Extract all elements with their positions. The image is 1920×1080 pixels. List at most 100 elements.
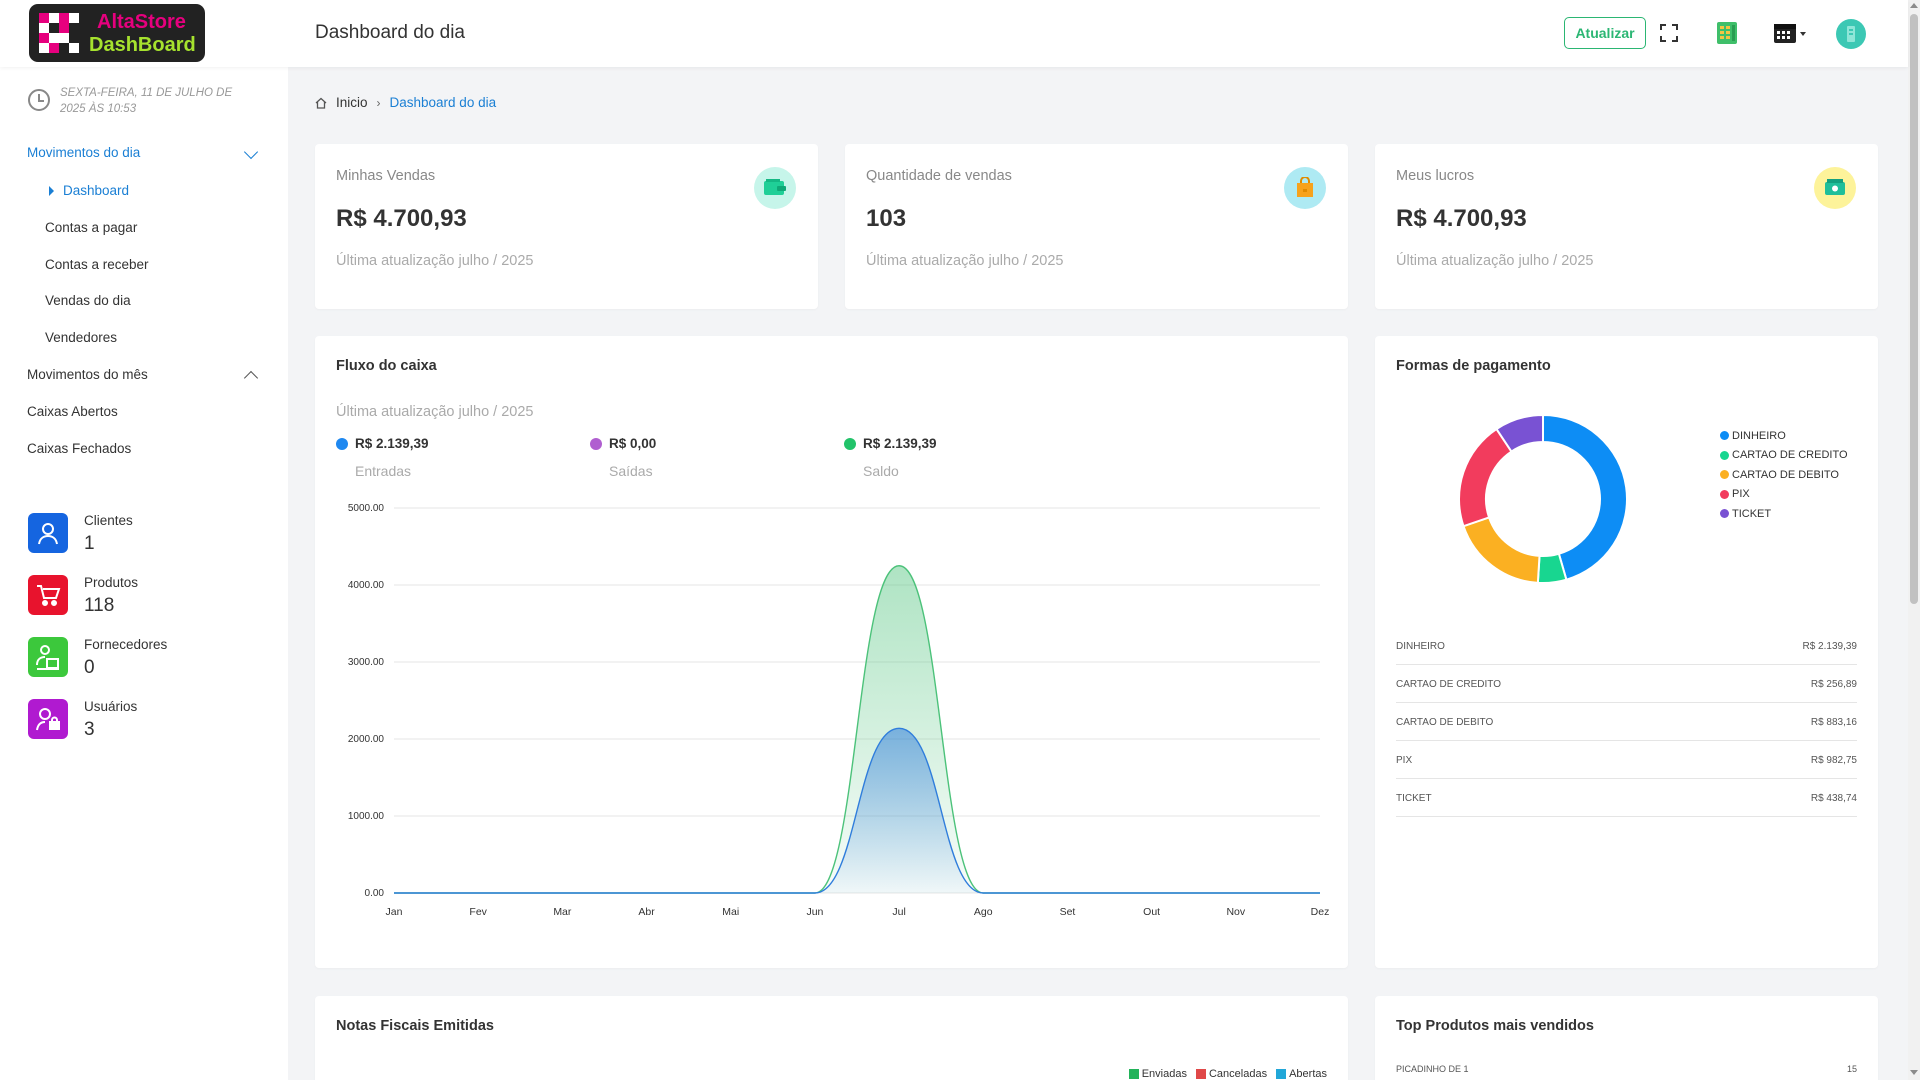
y-tick-label: 5000.00 — [348, 503, 385, 514]
legend-label: TICKET — [1732, 507, 1772, 520]
cart-icon — [28, 575, 68, 615]
calendar-dropdown-icon[interactable] — [1770, 20, 1810, 46]
legend-swatch — [1128, 1069, 1139, 1079]
breadcrumb-home[interactable]: Inicio — [336, 95, 368, 110]
legend-label: Enviadas — [1141, 1068, 1187, 1080]
list-item: PICADINHO DE 1 15 — [1396, 1064, 1857, 1074]
kpi-value: 103 — [866, 205, 907, 232]
legend-item[interactable]: Enviadas — [1128, 1068, 1187, 1080]
nav-item-vendedores[interactable]: Vendedores — [45, 330, 118, 345]
nf-card: Notas Fiscais Emitidas Enviadas Cancelad… — [315, 996, 1348, 1080]
chevron-down-icon[interactable] — [243, 144, 259, 160]
stat-label: Usuários — [84, 699, 138, 714]
donut-slice[interactable] — [1542, 413, 1628, 581]
stat-value: 3 — [84, 719, 95, 740]
home-icon[interactable] — [315, 97, 327, 109]
user-avatar[interactable] — [1836, 19, 1866, 49]
legend-dot — [1720, 431, 1729, 441]
kpi-label: Minhas Vendas — [336, 168, 436, 184]
legend-item[interactable]: CARTAO DE CREDITO — [1720, 446, 1848, 466]
stat-usuarios[interactable]: Usuários 3 — [28, 699, 137, 741]
chevron-up-icon[interactable] — [243, 370, 259, 386]
nav-item-dashboard[interactable]: Dashboard — [63, 183, 130, 198]
payment-value: R$ 256,89 — [1810, 679, 1857, 690]
legend-swatch — [1195, 1069, 1206, 1079]
nav-item-vendas-dia[interactable]: Vendas do dia — [45, 293, 131, 308]
nav-item-caixas-abertos[interactable]: Caixas Abertos — [27, 404, 118, 419]
legend-item[interactable]: CARTAO DE DEBITO — [1720, 465, 1848, 485]
legend-item[interactable]: Canceladas — [1195, 1068, 1267, 1080]
top-header: AltaStore DashBoard Dashboard do dia Atu… — [0, 0, 1908, 67]
top-products-title: Top Produtos mais vendidos — [1396, 1018, 1594, 1034]
scrollbar-thumb[interactable] — [1910, 14, 1918, 604]
nav-item-contas-pagar[interactable]: Contas a pagar — [45, 220, 138, 235]
donut-slice[interactable] — [1458, 427, 1513, 528]
kpi-card-vendas: Minhas Vendas R$ 4.700,93 Última atualiz… — [315, 144, 818, 309]
stat-label: Clientes — [84, 513, 133, 528]
x-tick-label: Dez — [1311, 906, 1330, 918]
payments-legend: DINHEIRO CARTAO DE CREDITO CARTAO DE DEB… — [1720, 426, 1848, 524]
legend-dot — [844, 438, 856, 450]
cashflow-title: Fluxo do caixa — [336, 358, 437, 374]
y-tick-label: 0.00 — [365, 888, 385, 899]
product-qty: 15 — [1846, 1064, 1857, 1074]
caret-right-icon — [49, 186, 54, 196]
scroll-up-icon[interactable] — [1910, 3, 1918, 8]
legend-dot — [336, 438, 348, 450]
table-row: DINHEIRO R$ 2.139,39 — [1396, 627, 1857, 665]
stat-value: 118 — [84, 595, 115, 616]
bag-icon — [1284, 167, 1326, 209]
date-text: SEXTA-FEIRA, 11 DE JULHO DE 2025 ÀS 10:5… — [60, 87, 233, 115]
stat-value: 0 — [84, 657, 95, 678]
nav-item-caixas-fechados[interactable]: Caixas Fechados — [27, 441, 132, 456]
legend-value: R$ 2.139,39 — [863, 436, 937, 451]
x-tick-label: Mar — [553, 906, 572, 918]
logo-text-altastore: AltaStore — [97, 11, 186, 33]
legend-dot — [1720, 509, 1729, 519]
stat-produtos[interactable]: Produtos 118 — [28, 575, 138, 617]
legend-item[interactable]: PIX — [1720, 485, 1848, 505]
kpi-card-quantidade: Quantidade de vendas 103 Última atualiza… — [845, 144, 1348, 309]
legend-item[interactable]: DINHEIRO — [1720, 426, 1848, 446]
kpi-updated: Última atualização julho / 2025 — [336, 253, 534, 269]
scroll-down-icon[interactable] — [1910, 1070, 1918, 1075]
payment-name: DINHEIRO — [1396, 641, 1445, 652]
money-icon — [1814, 167, 1856, 209]
kpi-updated: Última atualização julho / 2025 — [866, 253, 1064, 269]
legend-item[interactable]: TICKET — [1720, 504, 1848, 524]
page-scrollbar[interactable] — [1908, 0, 1920, 1080]
table-row: TICKET R$ 438,74 — [1396, 779, 1857, 817]
cashflow-area-chart: 0.00 1000.00 2000.00 3000.00 4000.00 5000.00 J… — [348, 503, 1330, 918]
nav-section-movimentos-mes[interactable]: Movimentos do mês — [27, 367, 148, 382]
payment-name: CARTAO DE DEBITO — [1396, 717, 1494, 728]
kpi-value: R$ 4.700,93 — [1396, 205, 1527, 232]
stat-value: 1 — [84, 533, 95, 554]
kpi-value: R$ 4.700,93 — [336, 205, 467, 232]
spreadsheet-icon[interactable] — [1714, 20, 1740, 46]
legend-item[interactable]: Abertas — [1276, 1068, 1327, 1080]
donut-slice[interactable] — [1462, 516, 1541, 584]
payment-value: R$ 883,16 — [1810, 717, 1857, 728]
x-tick-label: Ago — [974, 906, 993, 918]
donut-slice[interactable] — [1495, 413, 1544, 453]
user-icon — [28, 513, 68, 553]
payment-value: R$ 2.139,39 — [1802, 641, 1858, 652]
refresh-button[interactable]: Atualizar — [1564, 17, 1646, 49]
legend-swatch — [1276, 1069, 1287, 1079]
nav-section-movimentos-dia[interactable]: Movimentos do dia — [27, 145, 141, 160]
legend-dot — [1720, 450, 1729, 460]
payment-name: CARTAO DE CREDITO — [1396, 679, 1502, 690]
altastore-logo[interactable]: AltaStore DashBoard — [29, 4, 205, 62]
legend-label: Saídas — [609, 463, 653, 479]
fullscreen-icon[interactable] — [1656, 20, 1682, 46]
logo-text-dashboard: DashBoard — [89, 34, 196, 56]
current-date: SEXTA-FEIRA, 11 DE JULHO DE 2025 ÀS 10:5… — [28, 85, 240, 117]
stat-clientes[interactable]: Clientes 1 — [28, 513, 133, 555]
nav-item-contas-receber[interactable]: Contas a receber — [45, 257, 149, 272]
top-products-card: Top Produtos mais vendidos PICADINHO DE … — [1375, 996, 1878, 1080]
logo-grid-icon — [39, 13, 79, 53]
x-tick-label: Jul — [892, 906, 905, 918]
stat-fornecedores[interactable]: Fornecedores 0 — [28, 637, 167, 679]
breadcrumb: Inicio › Dashboard do dia — [315, 95, 496, 110]
x-tick-label: Set — [1060, 906, 1076, 918]
